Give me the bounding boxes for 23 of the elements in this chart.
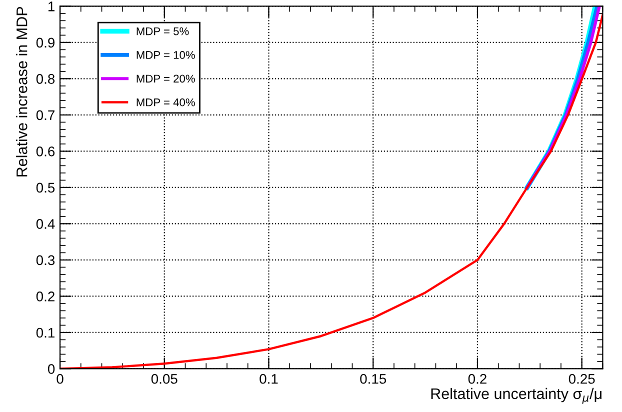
y-tick-label: 0.9	[36, 38, 55, 48]
x-tick-label: 0.05	[151, 374, 178, 384]
x-tick-label: 0.15	[360, 374, 386, 384]
y-tick-label: 0	[48, 364, 55, 374]
y-tick-label: 0.8	[36, 74, 55, 84]
y-tick-label: 1	[48, 2, 54, 12]
x-axis-title: Reltative uncertainty σ$_{μ}$/μ	[431, 388, 602, 404]
x-tick-label: 0.1	[260, 374, 278, 384]
y-tick-label: 0.2	[36, 292, 54, 302]
legend-label: MDP = 40%	[136, 98, 195, 106]
y-tick-label: 0.7	[36, 110, 54, 120]
x-tick-label: 0	[56, 374, 64, 384]
y-tick-label: 0.4	[36, 219, 55, 229]
y-tick-label: 0.3	[36, 255, 55, 266]
legend-label: MDP = 5%	[136, 27, 189, 36]
legend-label: MDP = 10%	[136, 51, 195, 59]
y-tick-label: 0.6	[36, 146, 55, 156]
legend-label: MDP = 20%	[136, 74, 195, 83]
y-tick-label: 0.1	[36, 328, 54, 338]
y-axis-title: Relative increase in MDP	[16, 6, 28, 176]
x-tick-label: 0.2	[468, 374, 486, 384]
y-tick-label: 0.5	[36, 182, 55, 193]
x-tick-label: 0.25	[568, 374, 595, 384]
